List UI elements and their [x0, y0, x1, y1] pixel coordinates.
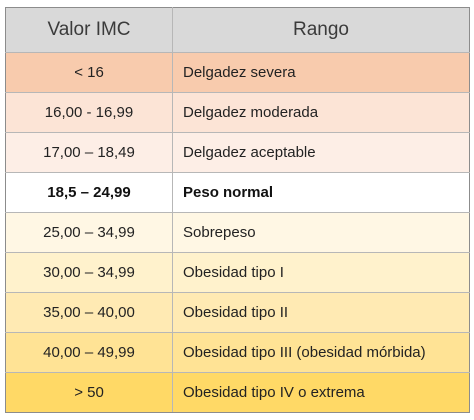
imc-range-cell: Delgadez aceptable — [172, 132, 470, 173]
table-row: < 16 Delgadez severa — [5, 52, 470, 93]
imc-range-cell: Obesidad tipo IV o extrema — [172, 372, 470, 413]
header-valor-imc: Valor IMC — [5, 7, 173, 53]
imc-value-cell: < 16 — [5, 52, 173, 93]
header-rango: Rango — [172, 7, 470, 53]
imc-range-cell: Obesidad tipo III (obesidad mórbida) — [172, 332, 470, 373]
imc-value-cell: 16,00 - 16,99 — [5, 92, 173, 133]
imc-value-cell: 30,00 – 34,99 — [5, 252, 173, 293]
imc-range-cell: Sobrepeso — [172, 212, 470, 253]
imc-value-cell: > 50 — [5, 372, 173, 413]
table-row: 16,00 - 16,99 Delgadez moderada — [5, 92, 470, 133]
imc-value-cell: 40,00 – 49,99 — [5, 332, 173, 373]
table-row: 25,00 – 34,99 Sobrepeso — [5, 212, 470, 253]
imc-range-cell: Delgadez severa — [172, 52, 470, 93]
table-row: 18,5 – 24,99 Peso normal — [5, 172, 470, 213]
table-row: 30,00 – 34,99 Obesidad tipo I — [5, 252, 470, 293]
imc-range-cell: Delgadez moderada — [172, 92, 470, 133]
imc-value-cell: 17,00 – 18,49 — [5, 132, 173, 173]
table-row: 40,00 – 49,99 Obesidad tipo III (obesida… — [5, 332, 470, 373]
table-row: 35,00 – 40,00 Obesidad tipo II — [5, 292, 470, 333]
imc-value-cell: 25,00 – 34,99 — [5, 212, 173, 253]
imc-range-cell: Peso normal — [172, 172, 470, 213]
imc-table: Valor IMC Rango < 16 Delgadez severa 16,… — [5, 7, 470, 413]
table-header-row: Valor IMC Rango — [5, 7, 470, 53]
table-row: 17,00 – 18,49 Delgadez aceptable — [5, 132, 470, 173]
imc-range-cell: Obesidad tipo II — [172, 292, 470, 333]
imc-value-cell: 35,00 – 40,00 — [5, 292, 173, 333]
table-row: > 50 Obesidad tipo IV o extrema — [5, 372, 470, 413]
imc-value-cell: 18,5 – 24,99 — [5, 172, 173, 213]
imc-range-cell: Obesidad tipo I — [172, 252, 470, 293]
